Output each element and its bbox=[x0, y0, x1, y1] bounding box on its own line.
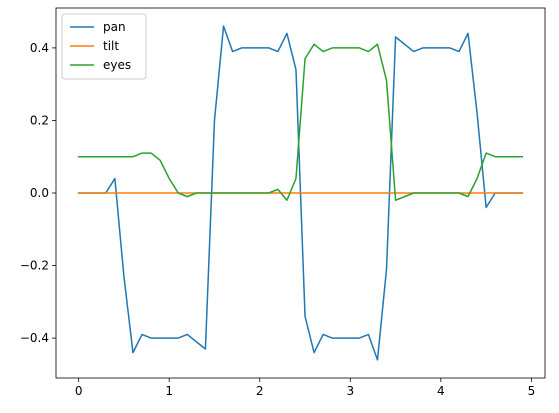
x-tick-label: 2 bbox=[256, 384, 264, 398]
y-tick-label: −0.2 bbox=[20, 259, 49, 273]
legend: pan tilt eyes bbox=[61, 13, 147, 80]
x-tick-label: 1 bbox=[165, 384, 173, 398]
x-tick-label: 4 bbox=[437, 384, 445, 398]
legend-label-eyes: eyes bbox=[103, 58, 131, 72]
y-tick-label: 0.0 bbox=[30, 186, 49, 200]
y-tick-label: 0.2 bbox=[30, 113, 49, 127]
series-layer bbox=[77, 25, 524, 361]
x-tick-label: 0 bbox=[75, 384, 83, 398]
series-line-eyes bbox=[77, 43, 524, 201]
y-tick-label: −0.4 bbox=[20, 331, 49, 345]
axes-layer: 0 1 2 3 4 5 −0.4 −0.2 0.0 0.2 0.4 bbox=[20, 7, 546, 398]
x-tick-label: 5 bbox=[528, 384, 536, 398]
x-tick-label: 3 bbox=[346, 384, 354, 398]
y-tick-label: 0.4 bbox=[30, 41, 49, 55]
legend-label-pan: pan bbox=[103, 20, 126, 34]
legend-label-tilt: tilt bbox=[103, 39, 119, 53]
legend-box bbox=[61, 13, 147, 80]
